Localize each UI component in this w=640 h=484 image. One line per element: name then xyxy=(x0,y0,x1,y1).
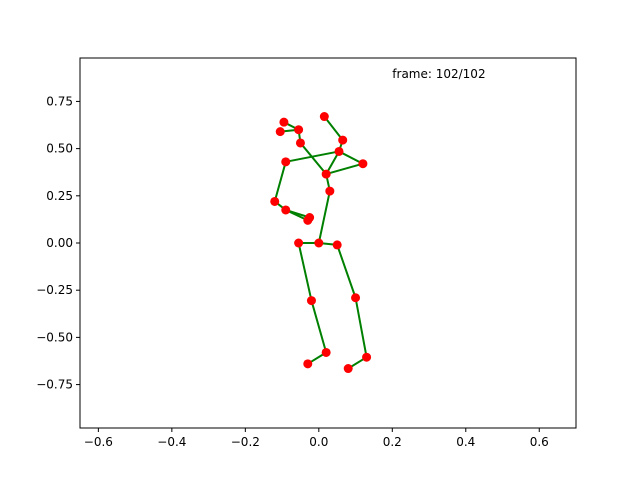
y-tick-label-4: 0.25 xyxy=(46,189,73,203)
y-axis-ticks: −0.75 −0.50 −0.25 0.00 0.25 0.50 0.75 xyxy=(36,94,80,392)
bone-14 xyxy=(273,160,287,203)
bone-5 xyxy=(336,243,357,299)
joint-point-10 xyxy=(321,169,331,179)
x-tick-label-5: 0.4 xyxy=(456,435,475,449)
joint-point-4 xyxy=(303,359,313,369)
bone-23 xyxy=(325,162,364,176)
joint-point-8 xyxy=(343,364,353,374)
joint-point-21 xyxy=(279,117,289,127)
joint-point-20 xyxy=(294,125,304,135)
bone-3 xyxy=(310,299,328,354)
joint-point-12 xyxy=(338,135,348,145)
joint-point-23 xyxy=(358,159,368,169)
joint-point-14 xyxy=(281,157,291,167)
joint-point-7 xyxy=(362,352,372,362)
joint-point-5 xyxy=(332,240,342,250)
x-tick-label-0: −0.6 xyxy=(84,435,113,449)
joint-point-6 xyxy=(351,293,361,303)
joint-point-2 xyxy=(306,296,316,306)
y-tick-label-3: 0.00 xyxy=(46,236,73,250)
joint-point-9 xyxy=(325,186,335,196)
y-tick-label-2: −0.25 xyxy=(36,283,73,297)
joint-point-13 xyxy=(319,112,329,122)
x-tick-label-4: 0.2 xyxy=(383,435,402,449)
bone-18 xyxy=(299,141,328,176)
y-tick-label-1: −0.50 xyxy=(36,330,73,344)
joint-point-18 xyxy=(303,215,313,225)
x-tick-label-6: 0.6 xyxy=(530,435,549,449)
bone-6 xyxy=(354,296,368,359)
joint-point-22 xyxy=(275,127,285,137)
x-tick-label-2: −0.2 xyxy=(231,435,260,449)
y-tick-label-0: −0.75 xyxy=(36,378,73,392)
joint-point-11 xyxy=(334,146,344,156)
bone-12 xyxy=(323,115,344,142)
bone-2 xyxy=(297,242,313,302)
x-tick-label-1: −0.4 xyxy=(157,435,186,449)
joint-point-3 xyxy=(321,347,331,357)
joint-point-19 xyxy=(295,138,305,148)
x-tick-label-3: 0.0 xyxy=(309,435,328,449)
joint-point-0 xyxy=(314,238,324,248)
y-tick-label-6: 0.75 xyxy=(46,94,73,108)
bone-8 xyxy=(317,190,331,244)
y-tick-label-5: 0.50 xyxy=(46,142,73,156)
joint-point-1 xyxy=(294,238,304,248)
frame-annotation: frame: 102/102 xyxy=(392,67,485,81)
joint-point-15 xyxy=(270,196,280,206)
points-layer xyxy=(270,112,372,374)
joint-point-16 xyxy=(281,205,291,215)
x-axis-ticks: −0.6 −0.4 −0.2 0.0 0.2 0.4 0.6 xyxy=(84,428,549,449)
